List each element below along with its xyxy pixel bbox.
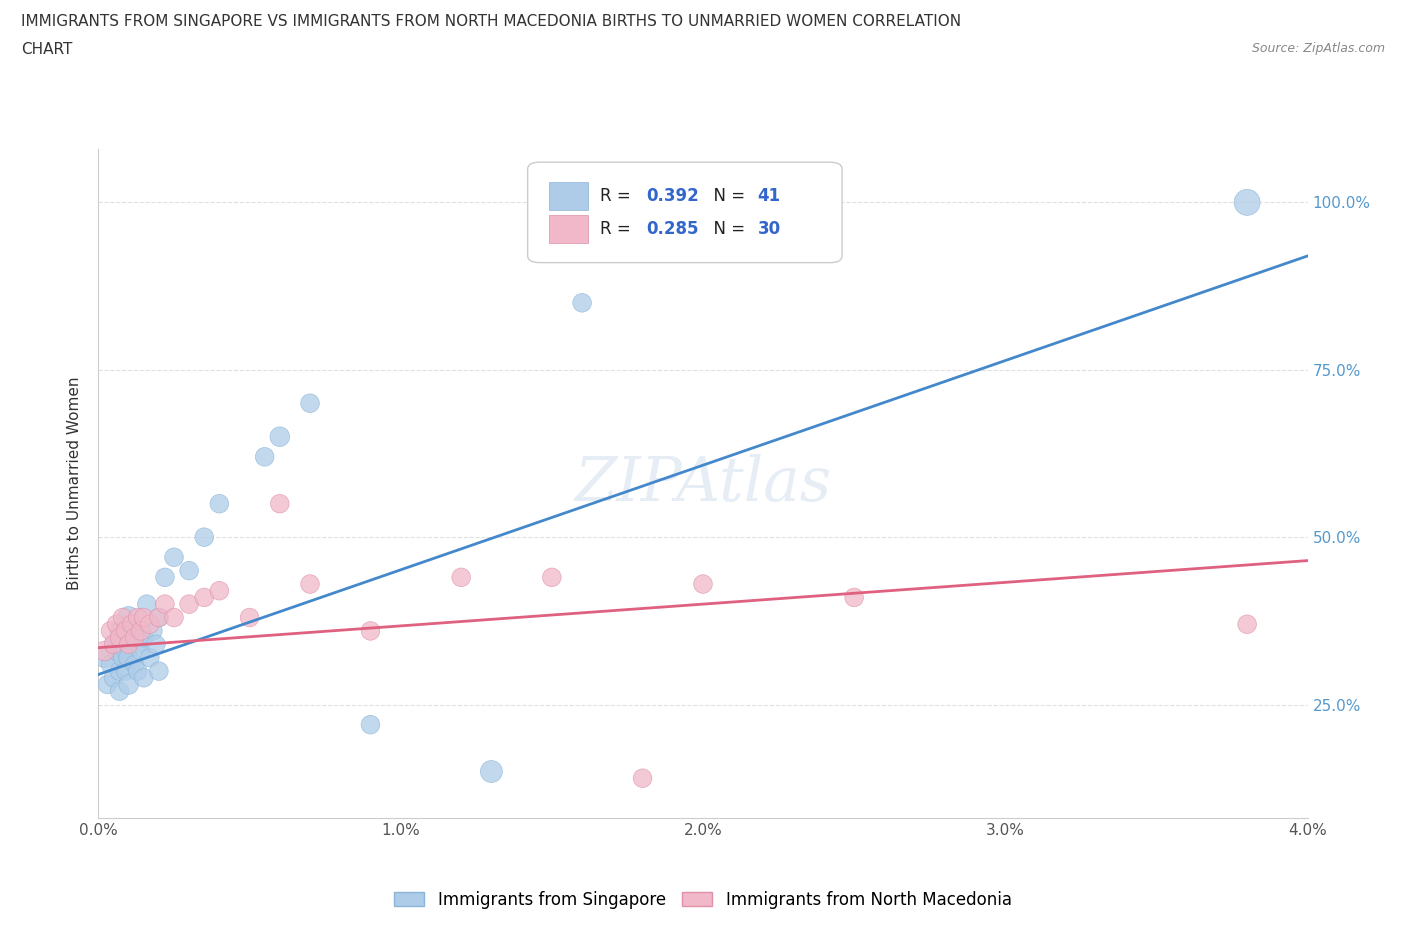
Text: R =: R = — [600, 187, 637, 205]
Point — [163, 610, 186, 625]
Point — [179, 597, 201, 612]
Point — [269, 430, 291, 445]
Point — [139, 650, 162, 665]
Point — [139, 617, 162, 631]
Text: IMMIGRANTS FROM SINGAPORE VS IMMIGRANTS FROM NORTH MACEDONIA BIRTHS TO UNMARRIED: IMMIGRANTS FROM SINGAPORE VS IMMIGRANTS … — [21, 14, 962, 29]
Point — [124, 623, 146, 638]
Point — [100, 623, 122, 638]
Point — [450, 570, 472, 585]
Point — [93, 650, 115, 665]
Point — [114, 623, 136, 638]
Point — [208, 583, 231, 598]
Point — [127, 664, 149, 679]
Point — [540, 570, 562, 585]
Bar — [550, 181, 588, 210]
Point — [844, 590, 866, 604]
Point — [118, 610, 141, 625]
Point — [129, 644, 152, 658]
Point — [360, 717, 382, 732]
Point — [571, 296, 593, 311]
Point — [124, 631, 146, 645]
Point — [153, 597, 176, 612]
Point — [121, 617, 143, 631]
Point — [96, 677, 118, 692]
Point — [269, 497, 291, 512]
Point — [1236, 195, 1258, 210]
Text: ZIPAtlas: ZIPAtlas — [575, 454, 831, 513]
Point — [111, 631, 134, 645]
Point — [100, 657, 122, 671]
Point — [105, 617, 128, 631]
Text: 41: 41 — [758, 187, 780, 205]
Point — [132, 610, 155, 625]
Point — [163, 550, 186, 565]
Point — [118, 650, 141, 665]
Bar — [550, 215, 588, 244]
Text: 30: 30 — [758, 220, 780, 238]
Point — [103, 637, 125, 652]
Point — [299, 396, 322, 411]
Point — [114, 644, 136, 658]
Point — [111, 610, 134, 625]
Point — [153, 570, 176, 585]
Point — [108, 631, 131, 645]
Point — [1236, 617, 1258, 631]
Legend: Immigrants from Singapore, Immigrants from North Macedonia: Immigrants from Singapore, Immigrants fr… — [385, 883, 1021, 917]
Text: CHART: CHART — [21, 42, 73, 57]
Point — [193, 530, 215, 545]
Text: 0.285: 0.285 — [647, 220, 699, 238]
Point — [145, 637, 167, 652]
Point — [114, 664, 136, 679]
Text: R =: R = — [600, 220, 637, 238]
Point — [148, 664, 170, 679]
Point — [299, 577, 322, 591]
Point — [142, 623, 165, 638]
Point — [118, 677, 141, 692]
Point — [127, 610, 149, 625]
Point — [253, 449, 276, 464]
Text: Source: ZipAtlas.com: Source: ZipAtlas.com — [1251, 42, 1385, 55]
Point — [148, 610, 170, 625]
Point — [208, 497, 231, 512]
Text: N =: N = — [703, 220, 751, 238]
Point — [481, 764, 503, 779]
Point — [105, 644, 128, 658]
Point — [108, 623, 131, 638]
Text: 0.392: 0.392 — [647, 187, 699, 205]
Point — [108, 684, 131, 698]
Y-axis label: Births to Unmarried Women: Births to Unmarried Women — [67, 377, 83, 591]
Point — [239, 610, 262, 625]
Point — [631, 771, 654, 786]
Point — [360, 623, 382, 638]
Point — [148, 610, 170, 625]
Point — [103, 671, 125, 685]
Point — [135, 597, 157, 612]
Point — [103, 637, 125, 652]
Point — [108, 664, 131, 679]
Point — [692, 577, 714, 591]
Point — [193, 590, 215, 604]
Point — [132, 671, 155, 685]
FancyBboxPatch shape — [527, 162, 842, 262]
Text: N =: N = — [703, 187, 751, 205]
Point — [124, 657, 146, 671]
Point — [132, 631, 155, 645]
Point — [127, 637, 149, 652]
Point — [118, 637, 141, 652]
Point — [111, 650, 134, 665]
Point — [179, 564, 201, 578]
Point — [129, 623, 152, 638]
Point — [93, 644, 115, 658]
